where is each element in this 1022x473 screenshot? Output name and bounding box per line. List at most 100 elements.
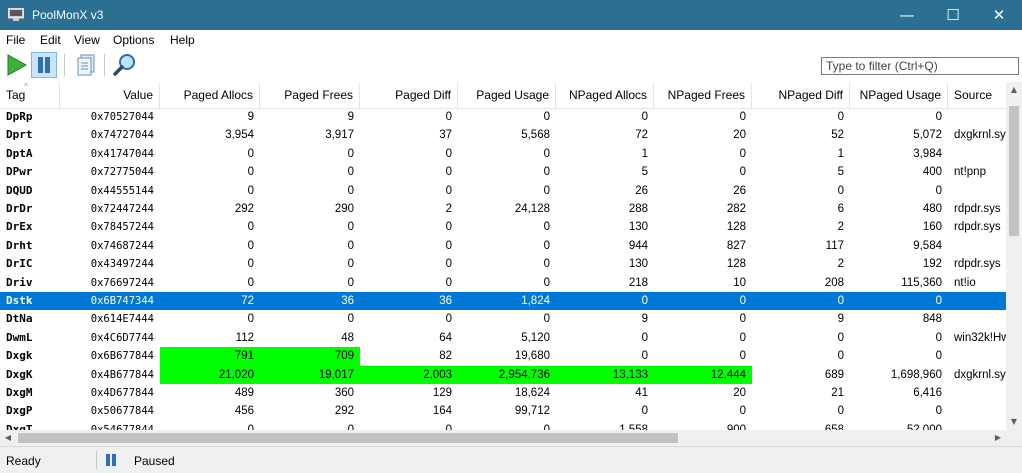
scroll-left-icon[interactable]: ◀ (4, 433, 12, 442)
minimize-button[interactable]: — (899, 6, 915, 24)
cell-value: 0x72775044 (90, 166, 154, 179)
cell-paged-allocs: 112 (235, 331, 254, 344)
cell-tag: DpRp (6, 110, 33, 123)
pause-button[interactable] (31, 52, 57, 78)
cell-tag: DrEx (6, 220, 33, 234)
cell-value: 0x41747044 (90, 147, 154, 160)
cell-npaged-frees: 26 (733, 184, 746, 197)
table-row[interactable]: DrEx 0x78457244 0 0 0 0 130 128 2 160 rdpdr.sys (0, 218, 1006, 236)
cell-paged-usage: 24,128 (514, 203, 550, 215)
column-header-npaged-diff[interactable]: NPaged Diff (752, 82, 850, 108)
horizontal-scrollbar[interactable]: ◀ ▶ (0, 430, 1006, 446)
cell-paged-diff: 0 (445, 313, 452, 326)
cell-paged-diff: 2,003 (360, 365, 458, 384)
cell-npaged-usage: 480 (922, 203, 942, 215)
table-row[interactable]: DPwr 0x72775044 0 0 0 0 5 0 5 400 nt!pnp (0, 163, 1006, 181)
status-ready: Ready (6, 454, 41, 468)
menu-options[interactable]: Options (113, 33, 155, 47)
filter-input[interactable]: Type to filter (Ctrl+Q) (821, 57, 1019, 75)
copy-button[interactable] (73, 52, 99, 78)
cell-npaged-usage: 0 (935, 350, 942, 363)
cell-paged-allocs: 0 (247, 184, 254, 197)
table-row[interactable]: DQUD 0x44555144 0 0 0 0 26 26 0 0 (0, 182, 1006, 200)
cell-paged-allocs: 0 (247, 423, 254, 430)
maximize-button[interactable]: ☐ (946, 6, 960, 24)
cell-value: 0x78457244 (90, 221, 154, 234)
cell-npaged-frees: 0 (739, 350, 746, 363)
vertical-scroll-thumb[interactable] (1009, 106, 1019, 236)
cell-npaged-usage: 0 (935, 405, 942, 418)
play-button[interactable] (3, 52, 29, 78)
cell-source: nt!pnp (954, 166, 986, 179)
table-row[interactable]: DpRp 0x70527044 9 9 0 0 0 0 0 0 (0, 108, 1006, 126)
table-row[interactable]: DrIC 0x43497244 0 0 0 0 130 128 2 192 rdpdr.sys (0, 255, 1006, 273)
horizontal-scroll-thumb[interactable] (18, 433, 678, 443)
cell-npaged-frees: 20 (733, 129, 746, 142)
table-row[interactable]: DxgK 0x4B677844 21,020 19,017 2,003 2,954,736… (0, 365, 1006, 384)
cell-value: 0x50677844 (90, 405, 154, 418)
column-header-paged-allocs[interactable]: Paged Allocs (160, 82, 260, 108)
menu-bar: File Edit View Options Help (0, 30, 1022, 50)
cell-npaged-diff: 117 (825, 239, 844, 252)
table-row[interactable]: DrDr 0x72447244 292 290 2 24,128 288 282 6 480 rdp… (0, 200, 1006, 218)
column-header-value[interactable]: Value (60, 82, 160, 108)
cell-value: 0x44555144 (90, 184, 154, 197)
cell-paged-diff: 0 (445, 166, 452, 179)
search-button[interactable] (112, 52, 138, 78)
table-row[interactable]: DxgP 0x50677844 456 292 164 99,712 0 0 0 0 (0, 402, 1006, 420)
cell-paged-usage: 0 (543, 313, 550, 326)
cell-npaged-diff: 21 (831, 387, 844, 399)
scroll-up-icon[interactable]: ▲ (1010, 85, 1018, 94)
copy-icon (77, 54, 95, 76)
close-button[interactable]: ✕ (992, 6, 1006, 24)
cell-npaged-frees: 0 (739, 313, 746, 326)
pause-icon (106, 454, 116, 466)
table-row[interactable]: Dxgk 0x6B677844 791 709 82 19,680 0 0 0 0 (0, 347, 1006, 366)
table-row[interactable]: Dprt 0x74727044 3,954 3,917 37 5,568 72 20 52 5,0… (0, 126, 1006, 144)
cell-paged-diff: 0 (445, 276, 452, 289)
cell-paged-allocs: 3,954 (225, 129, 254, 142)
menu-file[interactable]: File (6, 33, 26, 47)
cell-tag: DptA (6, 146, 33, 160)
cell-paged-usage: 0 (543, 423, 550, 430)
table-row[interactable]: Drht 0x74687244 0 0 0 0 944 827 117 9,584 (0, 237, 1006, 255)
cell-npaged-diff: 208 (824, 276, 844, 289)
cell-npaged-usage: 5,072 (913, 129, 942, 142)
table-row[interactable]: Driv 0x76697244 0 0 0 0 218 10 208 115,360 nt!io (0, 274, 1006, 292)
cell-source: rdpdr.sys (954, 203, 1001, 215)
cell-npaged-frees: 128 (726, 258, 746, 271)
cell-paged-frees: 709 (260, 347, 360, 366)
cell-value: 0x74687244 (90, 239, 154, 252)
column-header-source[interactable]: Source (948, 82, 1006, 108)
table-row[interactable]: DxgM 0x4D677844 489 360 129 18,624 41 20 21 6,416 (0, 384, 1006, 402)
menu-view[interactable]: View (74, 33, 100, 47)
cell-npaged-usage: 115,360 (901, 276, 942, 289)
table-row[interactable]: Dstk 0x6B747344 72 36 36 1,824 0 0 0 0 (0, 292, 1006, 311)
cell-npaged-usage: 0 (935, 111, 942, 123)
table-row[interactable]: DptA 0x41747044 0 0 0 0 1 0 1 3,984 (0, 145, 1006, 163)
scroll-right-icon[interactable]: ▶ (994, 433, 1002, 442)
menu-edit[interactable]: Edit (40, 33, 61, 47)
cell-paged-allocs: 292 (234, 203, 254, 215)
menu-help[interactable]: Help (170, 33, 195, 47)
pause-icon (38, 57, 50, 73)
table-row[interactable]: DwmL 0x4C6D7744 112 48 64 5,120 0 0 0 0 win32k!Hw (0, 329, 1006, 347)
column-header-paged-usage[interactable]: Paged Usage (458, 82, 556, 108)
column-header-npaged-allocs[interactable]: NPaged Allocs (556, 82, 654, 108)
table-row[interactable]: DtNa 0x614E7444 0 0 0 0 9 0 9 848 (0, 310, 1006, 328)
column-header-npaged-usage[interactable]: NPaged Usage (850, 82, 948, 108)
column-header-npaged-frees[interactable]: NPaged Frees (654, 82, 752, 108)
app-icon (8, 8, 24, 21)
cell-value: 0x4B677844 (90, 368, 154, 381)
scroll-down-icon[interactable]: ▼ (1010, 417, 1018, 426)
column-header-tag[interactable]: Tag ^ (0, 82, 60, 108)
cell-npaged-diff: 2 (837, 258, 844, 271)
cell-source: dxgkrnl.sys (954, 129, 1006, 142)
cell-paged-diff: 36 (439, 295, 452, 307)
cell-tag: DxgK (6, 367, 33, 381)
table-row[interactable]: DxgT 0x54677844 0 0 0 0 1,558 900 658 52,000 (0, 421, 1006, 430)
column-header-paged-diff[interactable]: Paged Diff (360, 82, 458, 108)
vertical-scrollbar[interactable]: ▲ ▼ (1006, 82, 1022, 430)
cell-paged-frees: 0 (347, 239, 354, 252)
column-header-paged-frees[interactable]: Paged Frees (260, 82, 360, 108)
